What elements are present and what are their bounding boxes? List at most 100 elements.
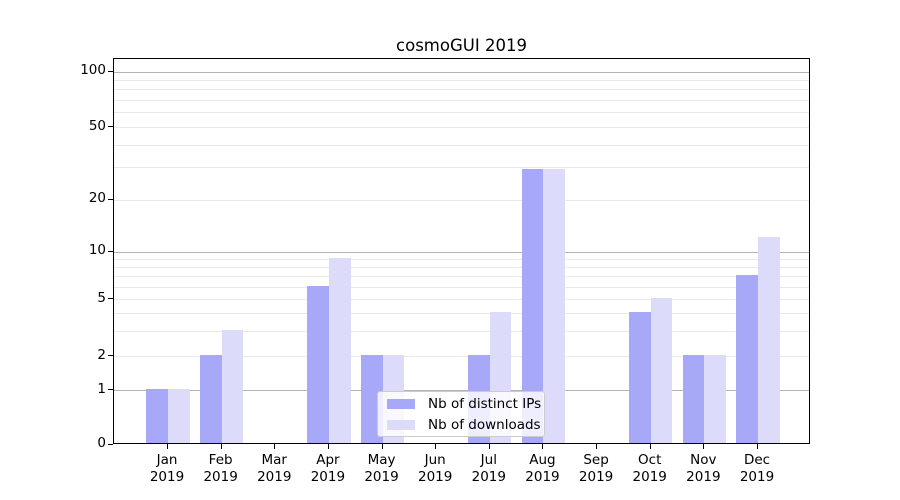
y-tick-mark	[108, 389, 113, 390]
x-tick-label-year: 2019	[417, 469, 453, 485]
x-tick-mark	[757, 444, 758, 449]
bar-distinct-ips	[629, 311, 651, 443]
x-tick-label-year: 2019	[632, 469, 667, 485]
x-tick-mark	[327, 444, 329, 449]
gridline-y-major	[114, 251, 809, 253]
x-tick-label-year: 2019	[739, 469, 775, 485]
plot-area	[113, 58, 810, 444]
bar-distinct-ips	[682, 355, 705, 443]
y-tick-label: 2	[97, 346, 106, 363]
bar-downloads	[543, 169, 566, 443]
x-tick-label: Aug 2019	[512, 452, 572, 486]
x-tick-label: Mar 2019	[244, 452, 304, 486]
x-tick-label-year: 2019	[149, 469, 185, 485]
x-tick-label-month: Jan	[156, 452, 178, 468]
x-tick-label: Jan 2019	[137, 452, 197, 486]
y-tick-label: 20	[88, 190, 106, 206]
bar-downloads	[328, 257, 351, 443]
gridline-y-major	[114, 390, 809, 391]
bar-distinct-ips	[200, 355, 222, 443]
x-tick-label-month: Nov	[690, 452, 717, 468]
x-tick-label: Apr 2019	[298, 452, 358, 486]
gridline-y-minor	[114, 100, 809, 102]
y-tick-mark	[108, 250, 113, 252]
legend-label-downloads: Nb of downloads	[428, 416, 541, 433]
bar-downloads	[704, 355, 726, 443]
gridline-y-minor	[114, 275, 809, 277]
x-tick-label: Feb 2019	[191, 452, 251, 486]
x-tick-label-month: Sep	[583, 452, 609, 468]
x-tick-label-month: Jun	[424, 452, 446, 468]
x-tick-label: May 2019	[352, 452, 412, 486]
y-tick-mark	[108, 126, 113, 127]
x-tick-label-month: Jul	[480, 452, 497, 468]
bar-distinct-ips	[146, 389, 168, 443]
x-tick-label-month: Dec	[743, 452, 771, 468]
x-tick-mark	[649, 444, 651, 449]
gridline-y-minor	[114, 167, 809, 169]
gridline-y-minor	[114, 330, 809, 332]
y-tick-label: 0	[97, 435, 106, 451]
gridline-y-minor	[114, 286, 809, 288]
x-tick-label-year: 2019	[578, 469, 614, 485]
x-tick-mark	[703, 444, 705, 449]
x-tick-label: Dec 2019	[727, 452, 787, 486]
x-tick-label-year: 2019	[525, 469, 560, 485]
y-tick-label: 50	[88, 117, 106, 134]
x-tick-label-year: 2019	[310, 469, 346, 485]
bar-downloads	[758, 236, 780, 443]
y-tick-mark	[108, 355, 113, 356]
gridline-y-minor	[114, 199, 809, 201]
x-tick-label-year: 2019	[203, 469, 238, 485]
x-tick-mark	[381, 444, 383, 449]
chart-title: cosmoGUI 2019	[396, 36, 527, 55]
bar-downloads	[168, 389, 190, 443]
x-tick-label-year: 2019	[686, 469, 721, 485]
x-tick-mark	[220, 444, 222, 449]
y-tick-label: 10	[88, 242, 106, 258]
x-tick-mark	[167, 444, 168, 449]
gridline-y-minor	[114, 144, 809, 146]
y-tick-mark	[108, 70, 113, 72]
gridline-y-minor	[114, 79, 809, 81]
legend-swatch-downloads	[387, 419, 415, 430]
x-tick-label-year: 2019	[257, 469, 292, 485]
legend-label-distinct-ips: Nb of distinct IPs	[428, 395, 542, 412]
y-tick-label: 5	[97, 289, 106, 306]
x-tick-label-month: Feb	[208, 452, 233, 468]
x-tick-label: Jun 2019	[405, 452, 465, 486]
gridline-y-minor	[114, 89, 809, 91]
y-tick-mark	[108, 198, 113, 200]
gridline-y-minor	[114, 127, 809, 128]
y-tick-mark	[108, 443, 113, 445]
x-tick-mark	[542, 444, 544, 449]
x-tick-label-month: Oct	[638, 452, 662, 468]
x-tick-label-year: 2019	[364, 469, 399, 485]
title-layer: cosmoGUI 2019	[113, 36, 810, 55]
y-tick-label: 100	[80, 62, 106, 78]
x-tick-label: Oct 2019	[620, 452, 680, 486]
legend-swatch-distinct-ips	[387, 398, 415, 409]
x-tick-label-month: Mar	[261, 452, 287, 468]
x-tick-label-month: Aug	[529, 452, 556, 468]
gridline-y-minor	[114, 312, 809, 314]
gridline-y-minor	[114, 299, 809, 300]
gridline-y-minor	[114, 258, 809, 260]
x-tick-mark	[435, 444, 437, 449]
x-tick-label-month: May	[367, 452, 396, 468]
x-tick-label: Sep 2019	[566, 452, 626, 486]
x-tick-label: Nov 2019	[673, 452, 733, 486]
bar-distinct-ips	[307, 285, 329, 443]
legend: Nb of distinct IPs Nb of downloads	[377, 391, 545, 437]
bar-distinct-ips	[736, 274, 758, 443]
bar-downloads	[650, 298, 673, 443]
gridline-y-minor	[114, 356, 809, 357]
x-tick-label-month: Apr	[316, 452, 340, 468]
x-tick-mark	[274, 444, 276, 449]
y-tick-label: 1	[97, 380, 106, 397]
x-tick-mark	[596, 444, 598, 449]
gridline-y-minor	[114, 266, 809, 268]
x-tick-mark	[488, 444, 490, 449]
x-tick-label: Jul 2019	[459, 452, 519, 486]
